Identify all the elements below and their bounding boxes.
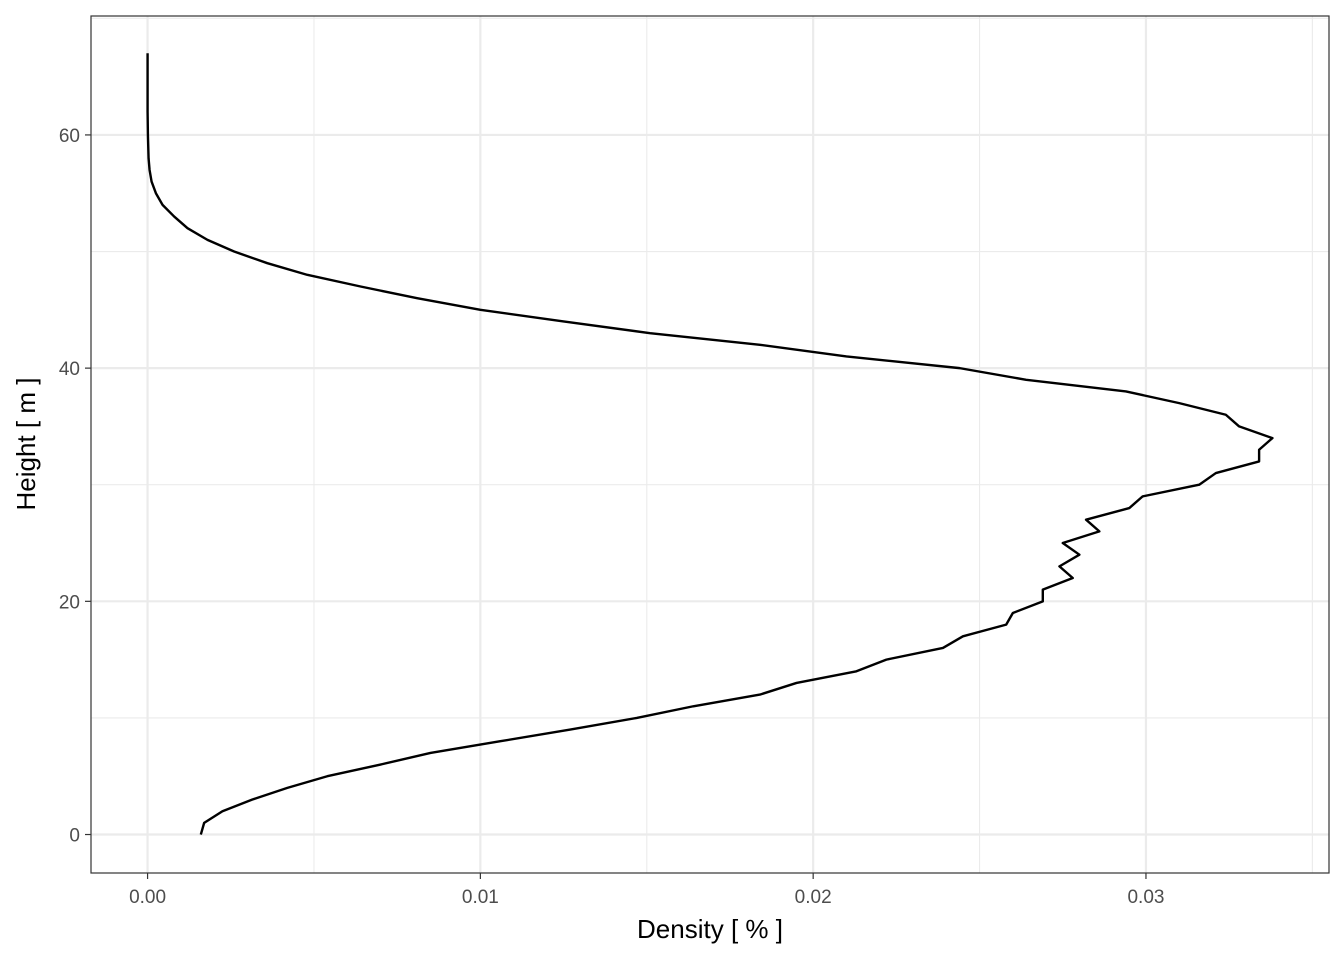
density-line bbox=[146, 53, 1274, 835]
series-layer bbox=[146, 53, 1274, 835]
x-axis: 0.00 0.01 0.02 0.03 bbox=[129, 873, 1164, 908]
x-tick-label: 0.01 bbox=[462, 887, 499, 908]
y-tick-label: 40 bbox=[59, 359, 80, 380]
y-tick-label: 20 bbox=[59, 592, 80, 613]
y-axis: 0 20 40 60 bbox=[59, 126, 91, 847]
x-tick-label: 0.00 bbox=[129, 887, 166, 908]
y-axis-title: Height [ m ] bbox=[11, 378, 41, 511]
x-axis-title: Density [ % ] bbox=[637, 914, 783, 944]
major-grid bbox=[91, 16, 1329, 873]
x-tick-label: 0.02 bbox=[795, 887, 832, 908]
y-tick-label: 60 bbox=[59, 126, 80, 147]
plot-panel-background bbox=[91, 16, 1329, 873]
y-tick-label: 0 bbox=[69, 826, 80, 847]
plot-panel-border bbox=[90, 15, 1330, 874]
x-tick-label: 0.03 bbox=[1127, 887, 1164, 908]
minor-grid bbox=[91, 16, 1329, 873]
